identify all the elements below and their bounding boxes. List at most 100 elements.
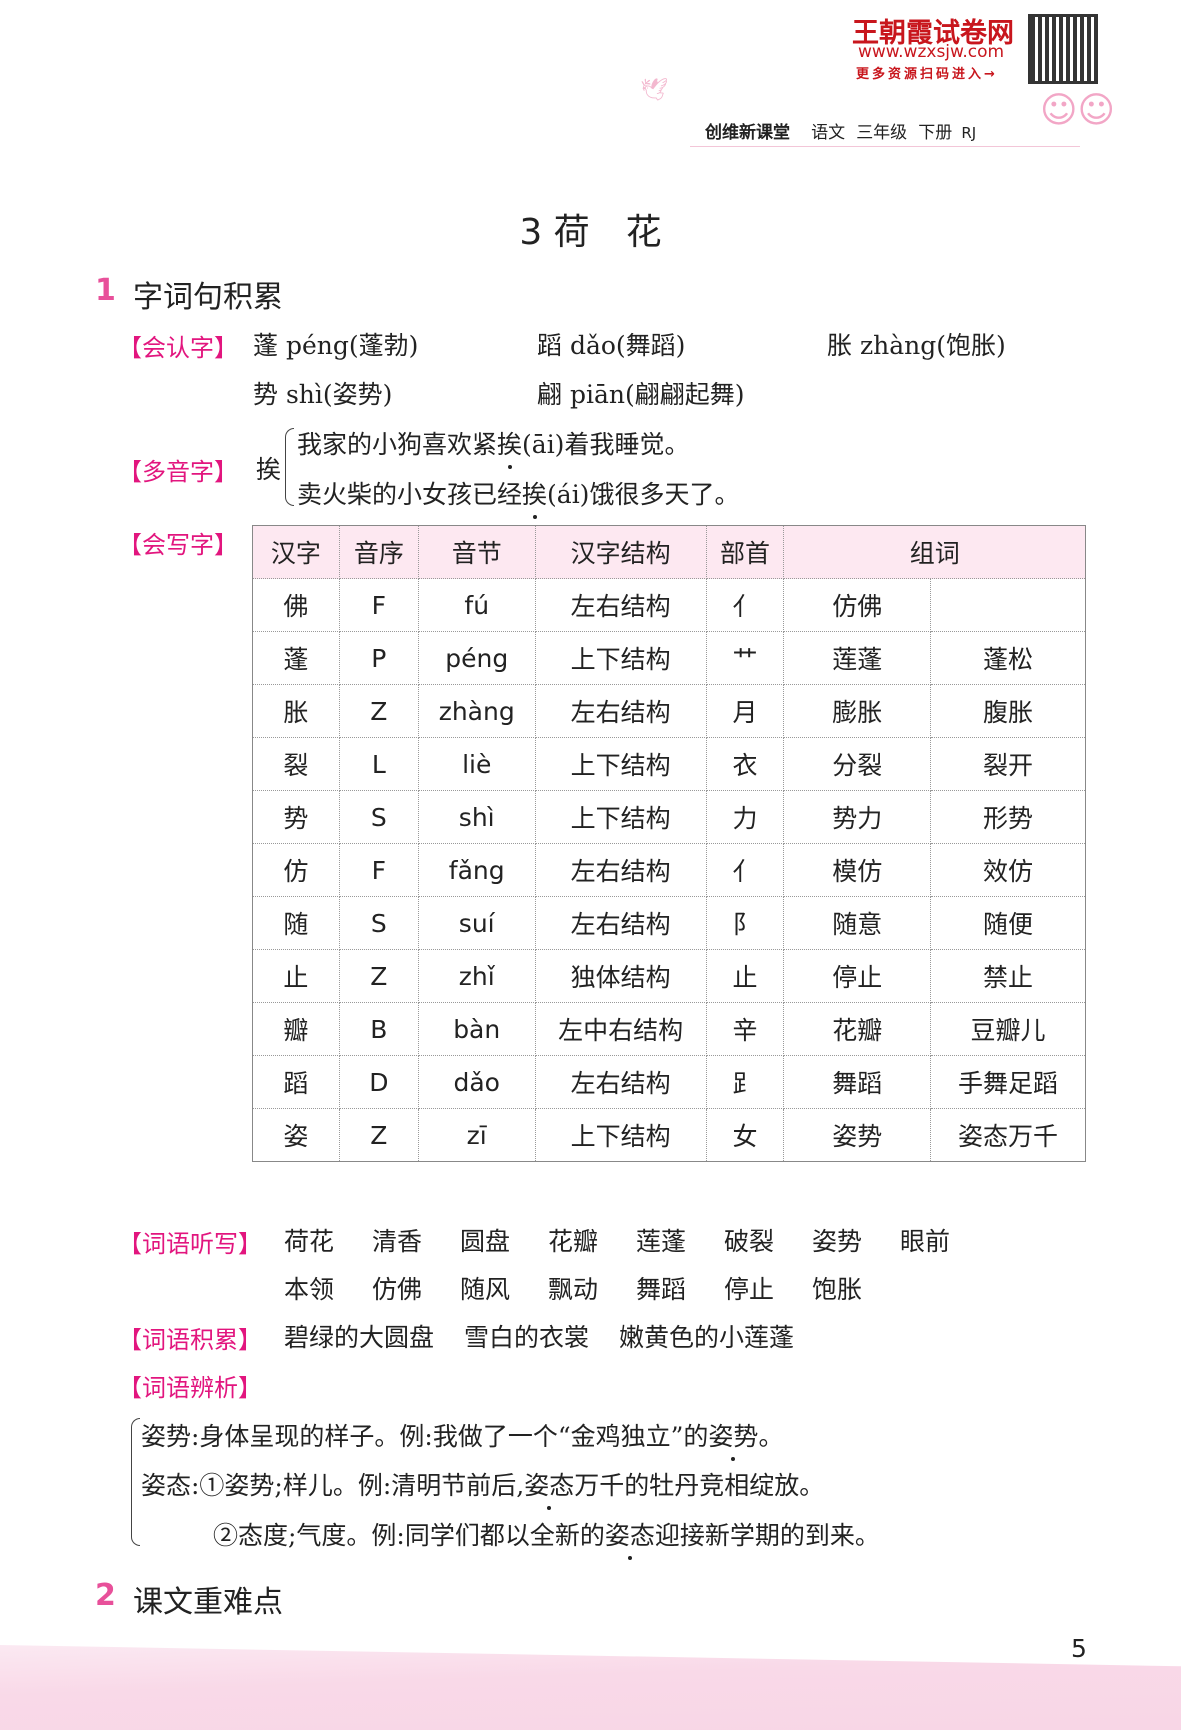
accumulate-items: 碧绿的大圆盘 雪白的衣裳 嫩黄色的小莲蓬	[284, 1318, 794, 1354]
phrase: 碧绿的大圆盘	[284, 1323, 435, 1352]
table-cell: 仿	[252, 843, 340, 897]
table-cell: S	[338, 896, 419, 950]
table-cell: 衣	[705, 737, 785, 791]
table-cell: 腹胀	[930, 684, 1086, 738]
table-cell: 阝	[705, 896, 785, 950]
dictation-word: 莲蓬	[636, 1227, 687, 1256]
table-cell: fú	[417, 578, 536, 632]
column-header: 部首	[705, 525, 785, 579]
table-cell: ⻊	[705, 1055, 785, 1109]
table-cell: 手舞足蹈	[930, 1055, 1086, 1109]
table-cell: 左右结构	[534, 578, 707, 632]
dictation-word: 仿佛	[372, 1275, 423, 1304]
table-cell: S	[338, 790, 419, 844]
qr-code-icon	[1028, 14, 1098, 84]
kids-illustration-icon: ☺☺	[1040, 90, 1116, 131]
table-cell: P	[338, 631, 419, 685]
table-cell: F	[338, 843, 419, 897]
table-cell: liè	[417, 737, 536, 791]
table-cell: 随便	[930, 896, 1086, 950]
page-number: 5	[1071, 1634, 1087, 1663]
column-header: 汉字	[252, 525, 340, 579]
table-cell: 效仿	[930, 843, 1086, 897]
table-cell: 莲蓬	[783, 631, 932, 685]
table-cell: 止	[705, 949, 785, 1003]
analysis-line-3: ②态度;气度。例:同学们都以全新的姿态迎接新学期的到来。	[213, 1516, 880, 1552]
table-cell: 姿	[252, 1108, 340, 1162]
dictation-word: 花瓣	[548, 1227, 599, 1256]
recognize-item: 胀 zhàng(饱胀)	[827, 331, 1006, 360]
column-header: 音序	[338, 525, 419, 579]
dictation-row-1: 荷花 清香 圆盘 花瓣 莲蓬 破裂 姿势 眼前	[284, 1222, 988, 1258]
table-cell: 势力	[783, 790, 932, 844]
section-title: 字词句积累	[133, 280, 283, 315]
table-cell: 止	[252, 949, 340, 1003]
emphasized-word: 姿势	[708, 1422, 759, 1451]
header-divider	[690, 146, 1080, 147]
sentence-text: (ái)饿很多天了。	[547, 480, 740, 509]
footer-band	[0, 1645, 1181, 1730]
table-cell: 上下结构	[534, 790, 707, 844]
table-cell: 豆瓣儿	[930, 1002, 1086, 1056]
table-cell: 月	[705, 684, 785, 738]
emphasized-char: 挨	[522, 480, 548, 509]
dictation-word: 飘动	[548, 1275, 599, 1304]
table-cell: 上下结构	[534, 1108, 707, 1162]
recognize-item: 翩 piān(翩翩起舞)	[537, 380, 745, 409]
table-cell: 膨胀	[783, 684, 932, 738]
analysis-line-2: 姿态:①姿势;样儿。例:清明节前后,姿态万千的牡丹竞相绽放。	[141, 1466, 824, 1502]
table-cell: zhǐ	[417, 949, 536, 1003]
phrase: 雪白的衣裳	[464, 1323, 590, 1352]
table-cell: Z	[338, 684, 419, 738]
recognize-item: 蓬 péng(蓬勃)	[253, 331, 419, 360]
dictation-word: 荷花	[284, 1227, 335, 1256]
table-cell: shì	[417, 790, 536, 844]
dictation-word: 眼前	[900, 1227, 951, 1256]
column-header: 组词	[783, 525, 1086, 579]
definition-text: 万千的牡丹竞相绽放。	[574, 1471, 825, 1500]
table-cell: 姿态万千	[930, 1108, 1086, 1162]
brand-url[interactable]: www.wzxsjw.com	[858, 42, 1005, 62]
table-cell: 禁止	[930, 949, 1086, 1003]
table-cell: 姿势	[783, 1108, 932, 1162]
table-cell: 胀	[252, 684, 340, 738]
accumulate-label: 【词语积累】	[118, 1326, 262, 1354]
table-cell: zī	[417, 1108, 536, 1162]
dictation-word: 饱胀	[812, 1275, 863, 1304]
table-cell: 亻	[705, 578, 785, 632]
table-cell: 左中右结构	[534, 1002, 707, 1056]
write-label: 【会写字】	[118, 531, 238, 559]
table-cell: 裂开	[930, 737, 1086, 791]
table-cell: 随意	[783, 896, 932, 950]
table-cell: B	[338, 1002, 419, 1056]
dictation-word: 破裂	[724, 1227, 775, 1256]
table-cell: suí	[417, 896, 536, 950]
column-header: 汉字结构	[534, 525, 707, 579]
dictation-word: 清香	[372, 1227, 423, 1256]
grade: 三年级	[856, 123, 908, 143]
sentence-text: (āi)着我睡觉。	[522, 430, 690, 459]
table-cell: dǎo	[417, 1055, 536, 1109]
table-cell: 瓣	[252, 1002, 340, 1056]
table-cell: 左右结构	[534, 896, 707, 950]
volume: 下册	[918, 123, 953, 143]
table-cell: F	[338, 578, 419, 632]
phrase: 嫩黄色的小莲蓬	[619, 1323, 795, 1352]
table-cell: 蓬松	[930, 631, 1086, 685]
brace	[131, 1418, 140, 1546]
recognize-label: 【会认字】	[118, 334, 238, 362]
definition-text: 姿势:身体呈现的样子。例:我做了一个“金鸡独立”的	[141, 1422, 709, 1451]
table-cell: 蓬	[252, 631, 340, 685]
table-cell: 女	[705, 1108, 785, 1162]
table-cell: 佛	[252, 578, 340, 632]
table-cell: 力	[705, 790, 785, 844]
